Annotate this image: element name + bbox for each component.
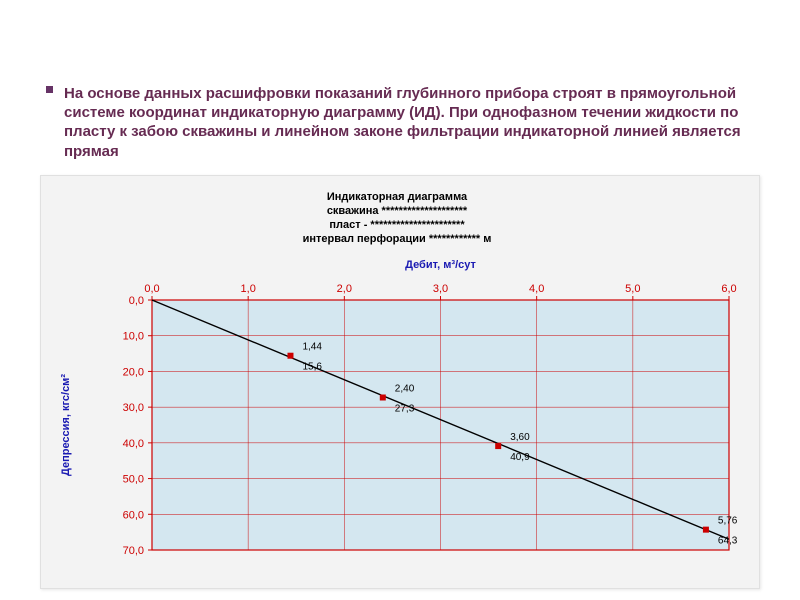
ytick-label: 10,0	[123, 330, 144, 342]
xtick-label: 0,0	[144, 283, 159, 295]
ytick-label: 40,0	[123, 438, 144, 450]
ytick-label: 70,0	[123, 545, 144, 557]
data-marker	[495, 443, 501, 449]
y-axis-label: Депрессия, кгс/см²	[60, 373, 72, 475]
point-label-y: 64,3	[718, 535, 738, 546]
slide-title: На основе данных расшифровки показаний г…	[64, 84, 760, 161]
chart-title-line: скважина ********************	[327, 205, 468, 217]
point-label-x: 3,60	[510, 432, 530, 443]
data-marker	[287, 352, 293, 358]
ytick-label: 60,0	[123, 509, 144, 521]
xtick-label: 5,0	[625, 283, 640, 295]
xtick-label: 3,0	[433, 283, 448, 295]
x-axis-label: Дебит, м³/сут	[405, 259, 476, 271]
chart-title-line: пласт - **********************	[329, 219, 465, 231]
xtick-label: 1,0	[241, 283, 256, 295]
ytick-label: 20,0	[123, 366, 144, 378]
chart-title-line: Индикаторная диаграмма	[327, 191, 468, 203]
bullet-icon	[46, 86, 53, 93]
indicator-diagram-chart: Индикаторная диаграмма скважина *********…	[47, 182, 747, 582]
ytick-label: 30,0	[123, 402, 144, 414]
point-label-y: 15,6	[302, 361, 322, 372]
point-label-y: 27,3	[395, 403, 415, 414]
data-marker	[380, 394, 386, 400]
xtick-label: 2,0	[337, 283, 352, 295]
xtick-label: 4,0	[529, 283, 544, 295]
point-label-x: 1,44	[302, 341, 322, 352]
ytick-label: 50,0	[123, 473, 144, 485]
point-label-x: 2,40	[395, 383, 415, 394]
data-marker	[703, 526, 709, 532]
xtick-label: 6,0	[721, 283, 736, 295]
point-label-y: 40,9	[510, 452, 530, 463]
ytick-label: 0,0	[129, 295, 144, 307]
chart-card: Индикаторная диаграмма скважина *********…	[40, 175, 760, 589]
point-label-x: 5,76	[718, 515, 738, 526]
chart-title-line: интервал перфорации ************ м	[303, 233, 492, 245]
